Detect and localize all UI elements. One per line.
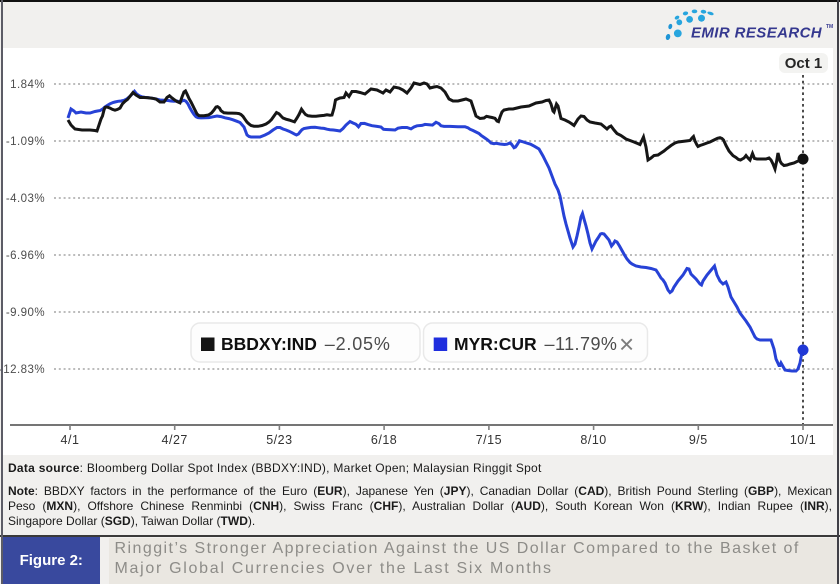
svg-text:-1.09%: -1.09% [6, 136, 45, 148]
svg-text:MYR:CUR –11.79%: MYR:CUR –11.79% [454, 334, 617, 354]
svg-text:6/18: 6/18 [371, 433, 397, 447]
svg-text:BBDXY:IND –2.05%: BBDXY:IND –2.05% [221, 334, 391, 354]
svg-text:-12.83%: -12.83% [0, 364, 45, 376]
svg-text:TM: TM [826, 24, 833, 30]
svg-text:1.84%: 1.84% [10, 79, 45, 91]
svg-text:5/23: 5/23 [266, 433, 292, 447]
svg-text:-6.96%: -6.96% [6, 250, 45, 262]
svg-text:-9.90%: -9.90% [6, 307, 45, 319]
svg-text:×: × [619, 329, 634, 359]
svg-text:Oct 1: Oct 1 [785, 55, 823, 72]
svg-text:8/10: 8/10 [580, 433, 606, 447]
svg-text:EMIR RESEARCH: EMIR RESEARCH [691, 25, 823, 42]
svg-text:7/15: 7/15 [476, 433, 502, 447]
svg-text:-4.03%: -4.03% [6, 193, 45, 205]
svg-text:4/1: 4/1 [61, 433, 80, 447]
svg-text:10/1: 10/1 [790, 433, 816, 447]
svg-text:4/27: 4/27 [162, 433, 188, 447]
svg-text:9/5: 9/5 [689, 433, 708, 447]
